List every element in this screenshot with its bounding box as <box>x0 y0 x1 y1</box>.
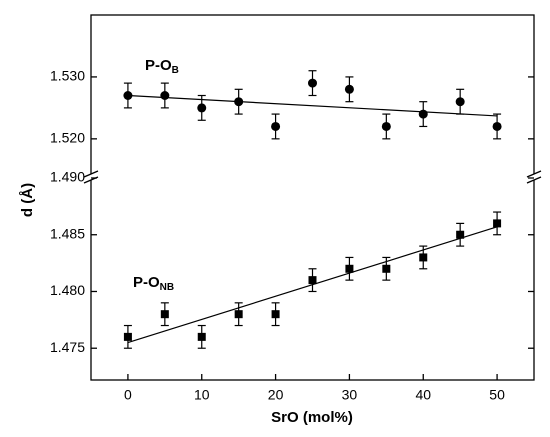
axis-break <box>83 170 542 184</box>
marker <box>381 121 391 131</box>
y-tick-label: 1.530 <box>50 68 85 84</box>
annotation-sub: NB <box>160 282 174 293</box>
marker <box>160 91 170 100</box>
marker <box>160 310 169 319</box>
marker <box>271 310 280 319</box>
marker <box>456 230 465 239</box>
marker <box>308 276 317 285</box>
x-tick-label: 50 <box>489 387 505 403</box>
marker <box>344 84 354 94</box>
marker <box>419 253 428 262</box>
y-tick-label: 1.480 <box>50 282 85 298</box>
x-tick-label: 20 <box>268 387 284 403</box>
x-tick-label: 0 <box>124 387 132 403</box>
marker <box>234 97 244 107</box>
fit-line <box>127 94 498 117</box>
marker <box>197 103 207 113</box>
annotation-text: P-O <box>145 57 172 74</box>
marker <box>271 121 281 131</box>
y-axis-label: d (Å) <box>19 183 36 217</box>
x-tick-label: 10 <box>194 387 210 403</box>
marker <box>418 109 428 119</box>
annotation: P-ONB <box>133 274 174 293</box>
marker <box>455 97 465 107</box>
x-tick-label: 40 <box>415 387 431 403</box>
marker <box>197 332 206 341</box>
x-axis-label: SrO (mol%) <box>271 409 353 426</box>
marker <box>123 332 132 341</box>
marker <box>493 219 502 228</box>
plot-frame <box>90 14 535 381</box>
annotation-text: P-O <box>133 274 160 291</box>
y-tick-label: 1.475 <box>50 339 85 355</box>
y-tick-label: 1.520 <box>50 130 85 146</box>
x-tick-label: 30 <box>342 387 358 403</box>
y-tick-label: 1.490 <box>50 169 85 185</box>
marker <box>382 264 391 273</box>
marker <box>492 121 502 131</box>
annotation-sub: B <box>172 65 179 76</box>
marker <box>234 310 243 319</box>
marker <box>308 78 317 88</box>
marker <box>345 264 354 273</box>
marker <box>123 91 133 100</box>
annotation: P-OB <box>145 57 179 76</box>
y-tick-label: 1.485 <box>50 225 85 241</box>
